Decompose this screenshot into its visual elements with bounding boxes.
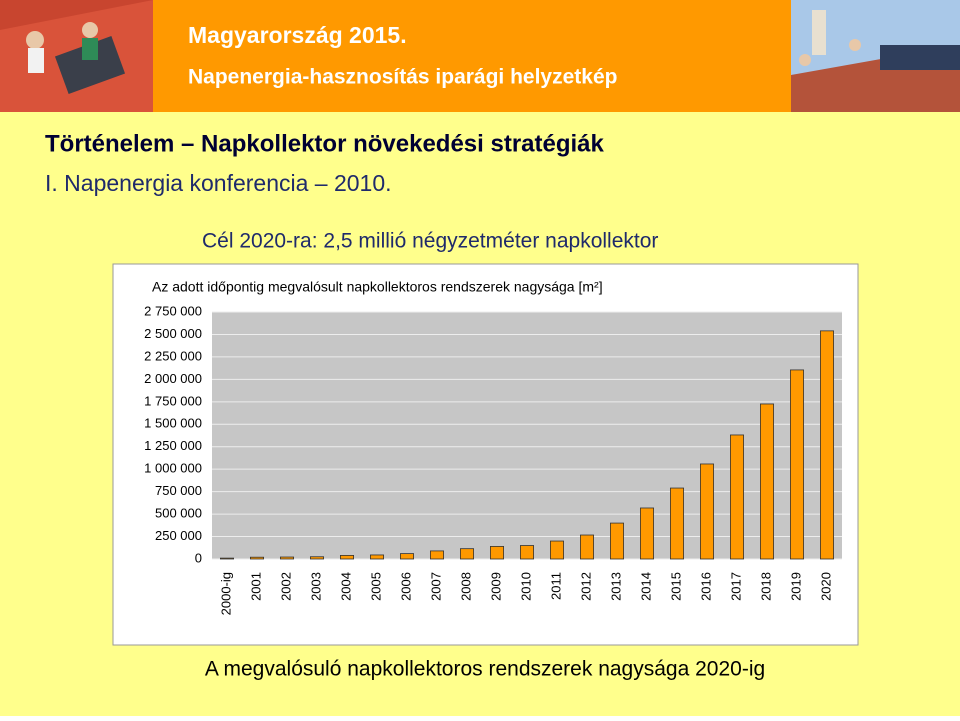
bar (640, 507, 655, 560)
y-tick-label: 0 (195, 550, 202, 565)
x-tick-label: 2018 (758, 572, 773, 601)
y-tick-label: 1 750 000 (144, 393, 202, 408)
plot-area (212, 312, 842, 559)
x-tick-label: 2003 (308, 572, 323, 601)
y-tick-label: 750 000 (155, 483, 202, 498)
bar (790, 369, 805, 560)
x-tick-label: 2001 (248, 572, 263, 601)
x-tick-label: 2006 (398, 572, 413, 601)
goal: Cél 2020-ra: 2,5 millió négyzetméter nap… (202, 230, 658, 253)
x-tick-label: 2005 (368, 572, 383, 601)
chart: 0 250 000 500 000 750 000 1 000 000 1 250 000… (144, 303, 842, 615)
x-tick-label: 2011 (548, 572, 563, 600)
y-tick-label: 1 500 000 (144, 416, 202, 431)
bar (369, 554, 384, 560)
y-tick-label: 1 000 000 (144, 461, 202, 476)
x-tick-label: 2010 (518, 572, 533, 601)
photo-right (791, 0, 960, 112)
y-tick-label: 2 250 000 (144, 348, 202, 363)
y-tick-label: 2 500 000 (144, 326, 202, 341)
x-tick-label: 2012 (578, 572, 593, 601)
x-tick-label: 2009 (488, 572, 503, 601)
bar (520, 545, 535, 560)
bar (610, 522, 625, 560)
chart-title: Az adott időpontig megvalósult napkollek… (152, 279, 603, 295)
y-tick-label: 250 000 (155, 528, 202, 543)
x-tick-label: 2004 (338, 572, 353, 601)
caption: A megvalósuló napkollektoros rendszerek … (205, 658, 765, 681)
bar (399, 553, 414, 560)
x-tick-label: 2015 (668, 572, 683, 601)
x-tick-label: 2016 (698, 572, 713, 601)
bar (489, 546, 504, 560)
bar (279, 556, 294, 560)
y-tick-label: 1 250 000 (144, 438, 202, 453)
bar (730, 434, 745, 560)
x-tick-label: 2007 (428, 572, 443, 601)
x-tick-label: 2008 (458, 572, 473, 601)
heading: Történelem – Napkollektor növekedési str… (45, 130, 605, 157)
bar (580, 534, 595, 560)
bar (309, 556, 324, 560)
bar (670, 487, 685, 560)
x-tick-label: 2019 (788, 572, 803, 601)
x-tick-label: 2017 (728, 572, 743, 601)
bar (550, 540, 565, 560)
bar (820, 330, 835, 560)
bar (700, 463, 715, 560)
x-tick-label: 2002 (278, 572, 293, 601)
x-tick-label: 2013 (608, 572, 623, 601)
x-tick-label: 2000-ig (218, 572, 233, 615)
bar (760, 403, 775, 560)
bar (459, 548, 474, 560)
y-tick-label: 2 750 000 (144, 303, 202, 318)
photo-left (0, 0, 153, 112)
header-subtitle: Napenergia-hasznosítás iparági helyzetké… (188, 66, 617, 89)
subheading: I. Napenergia konferencia – 2010. (45, 170, 392, 196)
header-title: Magyarország 2015. (188, 22, 407, 48)
x-tick-label: 2014 (638, 572, 653, 601)
y-tick-label: 2 000 000 (144, 371, 202, 386)
bar (429, 550, 444, 560)
bar (339, 555, 354, 560)
banner (153, 0, 791, 112)
bar (249, 556, 264, 560)
y-tick-label: 500 000 (155, 506, 202, 521)
bar (219, 557, 234, 560)
x-tick-label: 2020 (818, 572, 833, 601)
